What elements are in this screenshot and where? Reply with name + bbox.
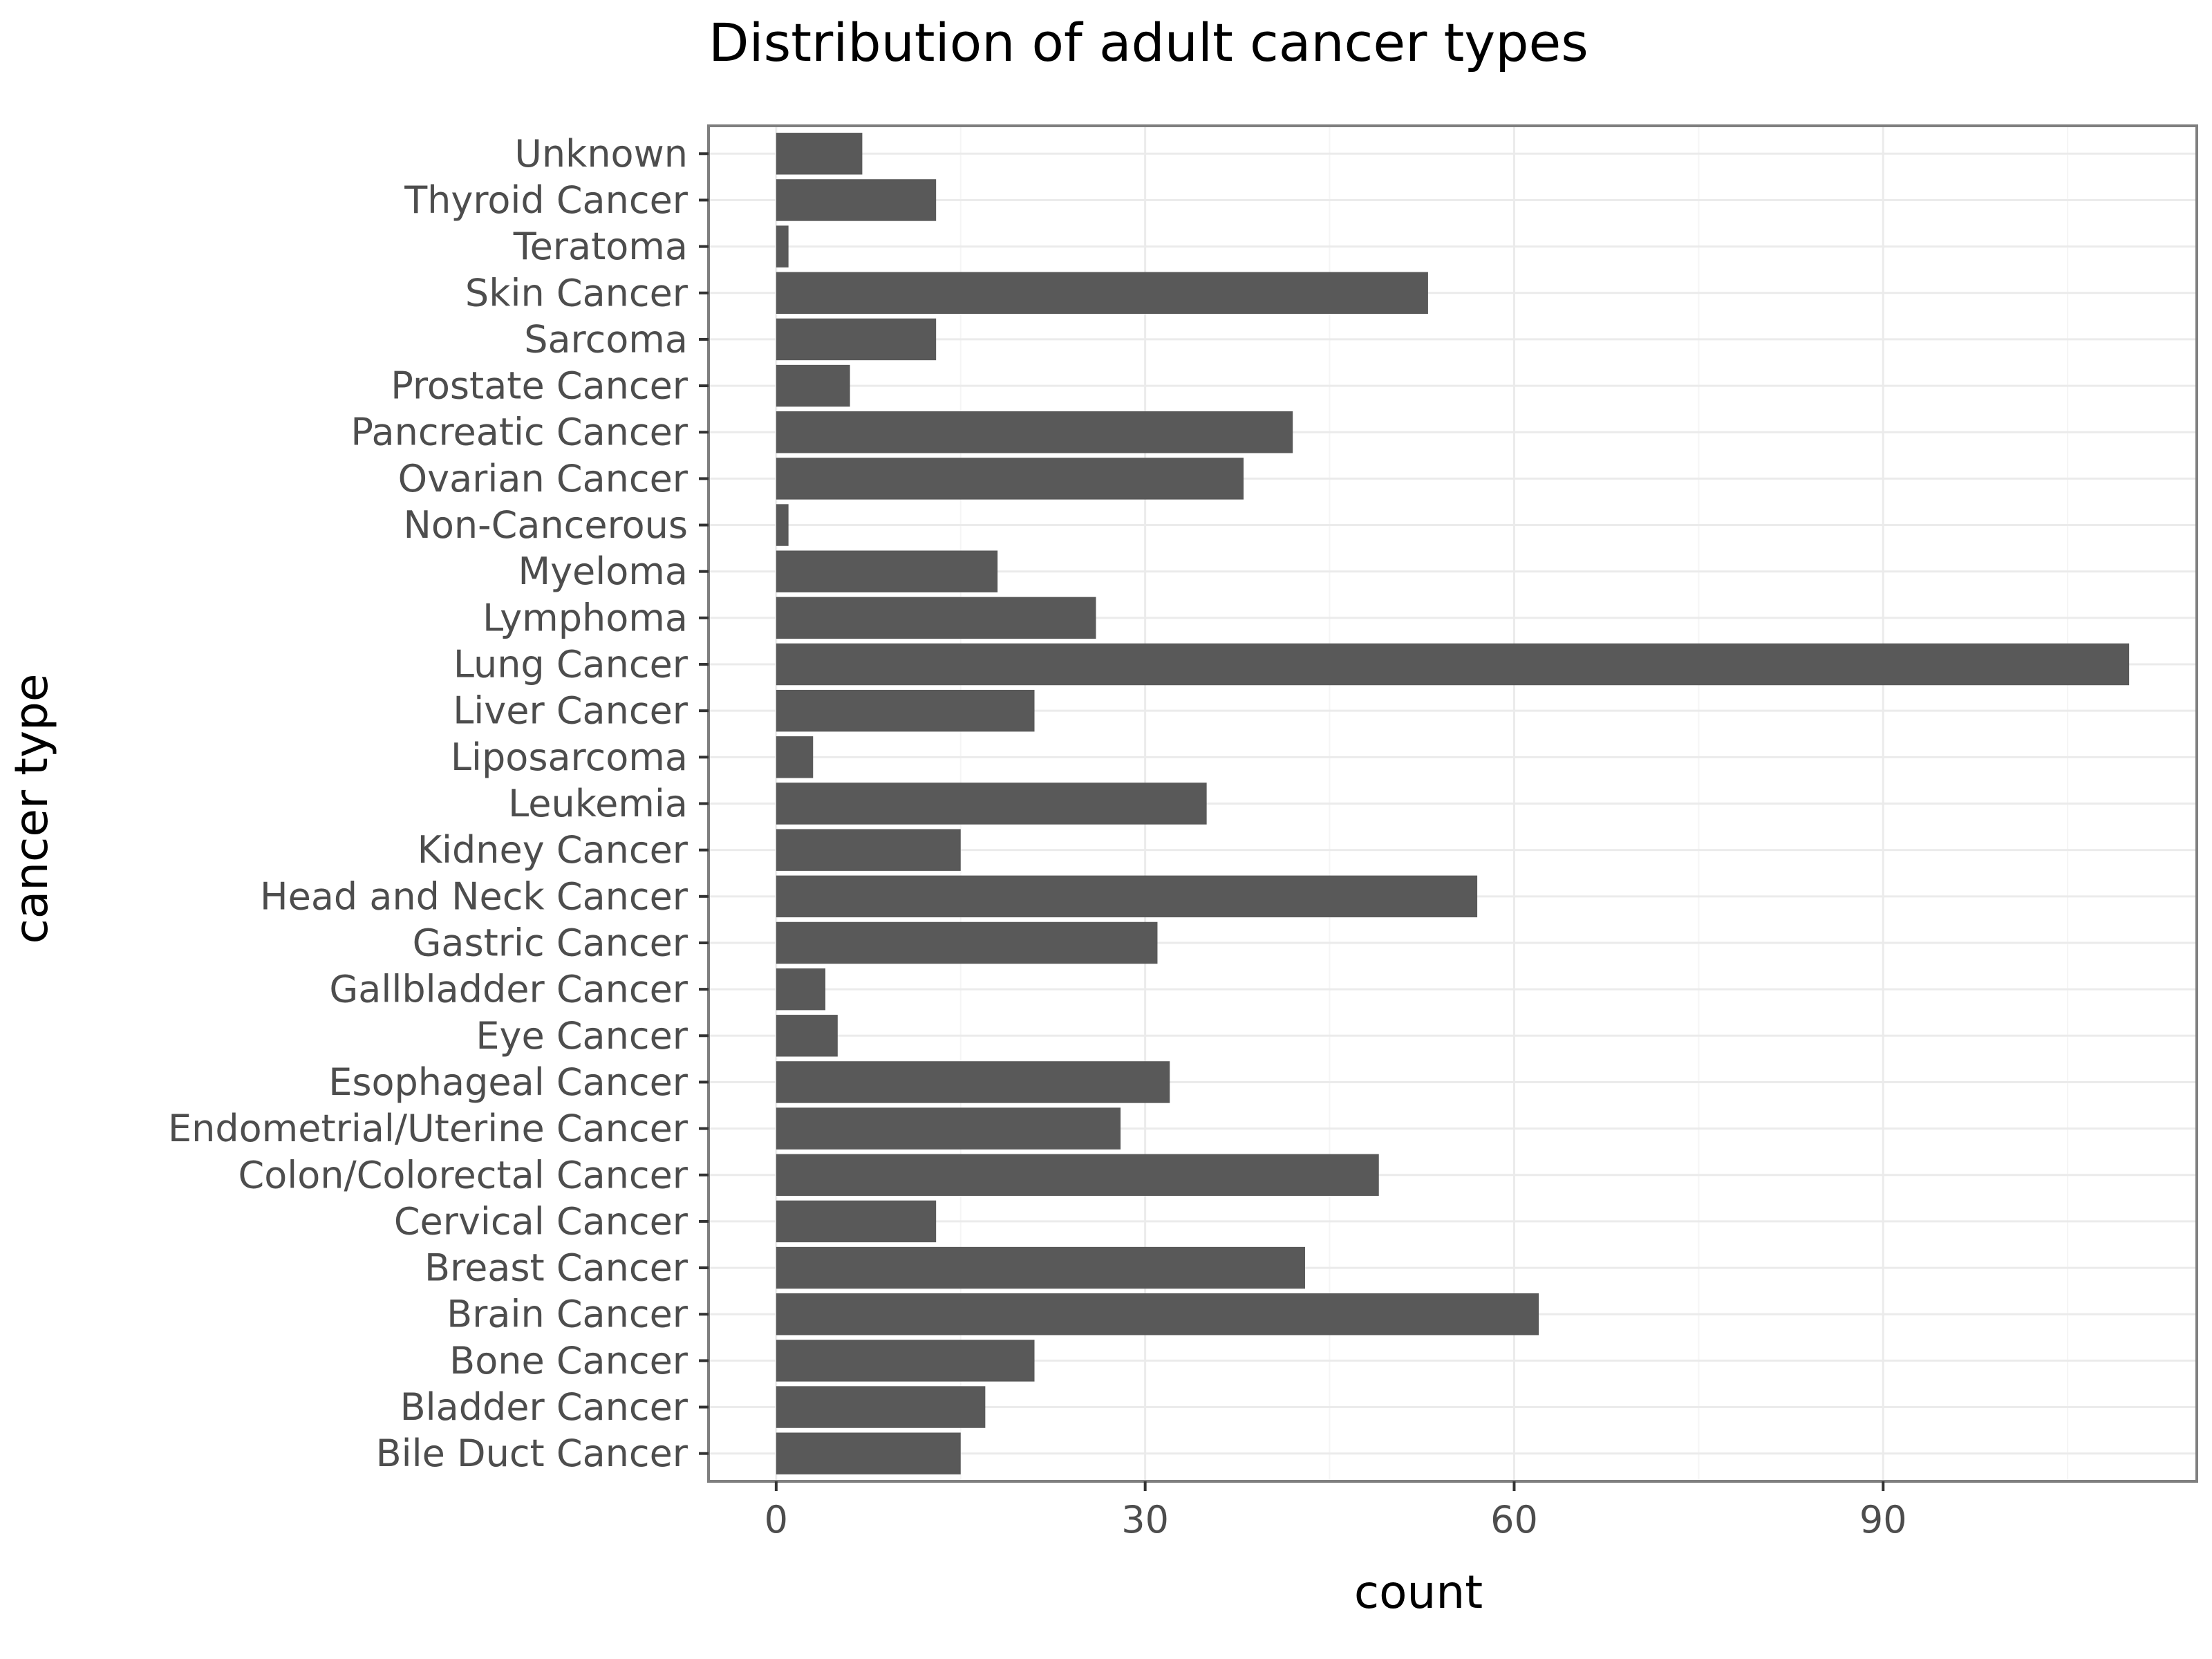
bar-esophageal-cancer — [776, 1061, 1170, 1103]
bar-bile-duct-cancer — [776, 1432, 961, 1474]
x-tick-label: 60 — [1490, 1498, 1538, 1541]
y-tick-label: Bone Cancer — [449, 1339, 688, 1382]
bar-head-and-neck-cancer — [776, 875, 1478, 918]
y-axis-title: cancer type — [5, 673, 58, 944]
y-tick-label: Head and Neck Cancer — [260, 874, 688, 918]
bar-bone-cancer — [776, 1340, 1035, 1382]
x-tick-label: 90 — [1859, 1498, 1907, 1541]
bar-lung-cancer — [776, 643, 2130, 686]
x-axis-title: count — [1354, 1566, 1483, 1619]
y-tick-label: Esophageal Cancer — [328, 1060, 688, 1104]
bar-skin-cancer — [776, 272, 1428, 314]
y-tick-label: Lymphoma — [482, 596, 688, 639]
y-tick-label: Colon/Colorectal Cancer — [238, 1153, 688, 1197]
y-tick-label: Ovarian Cancer — [398, 457, 688, 500]
y-tick-label: Eye Cancer — [476, 1014, 688, 1058]
y-tick-label: Cervical Cancer — [394, 1199, 688, 1243]
bar-endometrial-uterine-cancer — [776, 1107, 1121, 1150]
y-tick-label: Sarcoma — [524, 317, 688, 361]
bar-liposarcoma — [776, 736, 814, 778]
x-tick-label: 30 — [1121, 1498, 1169, 1541]
y-tick-label: Prostate Cancer — [391, 364, 688, 408]
y-tick-label: Kidney Cancer — [418, 828, 688, 872]
bar-liver-cancer — [776, 689, 1035, 732]
bar-eye-cancer — [776, 1015, 838, 1057]
y-tick-label: Pancreatic Cancer — [350, 411, 688, 454]
bar-ovarian-cancer — [776, 458, 1244, 500]
y-tick-label: Non-Cancerous — [404, 503, 688, 547]
chart-title: Distribution of adult cancer types — [709, 12, 1588, 73]
bar-brain-cancer — [776, 1293, 1539, 1335]
x-axis: 0 30 60 90 — [765, 1481, 1907, 1541]
y-tick-label: Myeloma — [518, 550, 688, 593]
bar-leukemia — [776, 782, 1207, 825]
bar-gastric-cancer — [776, 921, 1158, 964]
bar-breast-cancer — [776, 1246, 1305, 1289]
y-tick-label: Bile Duct Cancer — [376, 1432, 688, 1475]
bar-kidney-cancer — [776, 829, 961, 871]
bar-non-cancerous — [776, 504, 789, 546]
bar-lymphoma — [776, 597, 1096, 639]
y-tick-label: Endometrial/Uterine Cancer — [168, 1107, 688, 1150]
bar-colon-colorectal-cancer — [776, 1154, 1379, 1196]
bars — [776, 133, 2130, 1474]
bar-prostate-cancer — [776, 364, 850, 407]
bar-bladder-cancer — [776, 1386, 986, 1428]
y-tick-label: Skin Cancer — [465, 271, 688, 315]
bar-sarcoma — [776, 318, 937, 361]
bar-thyroid-cancer — [776, 179, 937, 221]
y-tick-label: Unknown — [514, 132, 688, 176]
y-tick-label: Teratoma — [513, 225, 688, 268]
bar-teratoma — [776, 225, 789, 268]
bar-cervical-cancer — [776, 1200, 937, 1243]
y-tick-label: Gallbladder Cancer — [329, 968, 688, 1011]
bar-myeloma — [776, 550, 998, 592]
y-tick-label: Liver Cancer — [453, 689, 688, 733]
y-tick-label: Breast Cancer — [424, 1246, 688, 1290]
y-tick-label: Brain Cancer — [447, 1293, 688, 1336]
bar-pancreatic-cancer — [776, 411, 1293, 453]
y-tick-label: Leukemia — [508, 782, 688, 825]
y-tick-label: Liposarcoma — [451, 735, 688, 779]
bar-gallbladder-cancer — [776, 968, 826, 1011]
x-tick-label: 0 — [765, 1498, 788, 1541]
y-tick-label: Lung Cancer — [453, 643, 688, 686]
y-tick-label: Thyroid Cancer — [404, 178, 688, 222]
bar-unknown — [776, 133, 863, 175]
y-tick-label: Bladder Cancer — [400, 1385, 688, 1429]
y-tick-label: Gastric Cancer — [413, 921, 688, 964]
